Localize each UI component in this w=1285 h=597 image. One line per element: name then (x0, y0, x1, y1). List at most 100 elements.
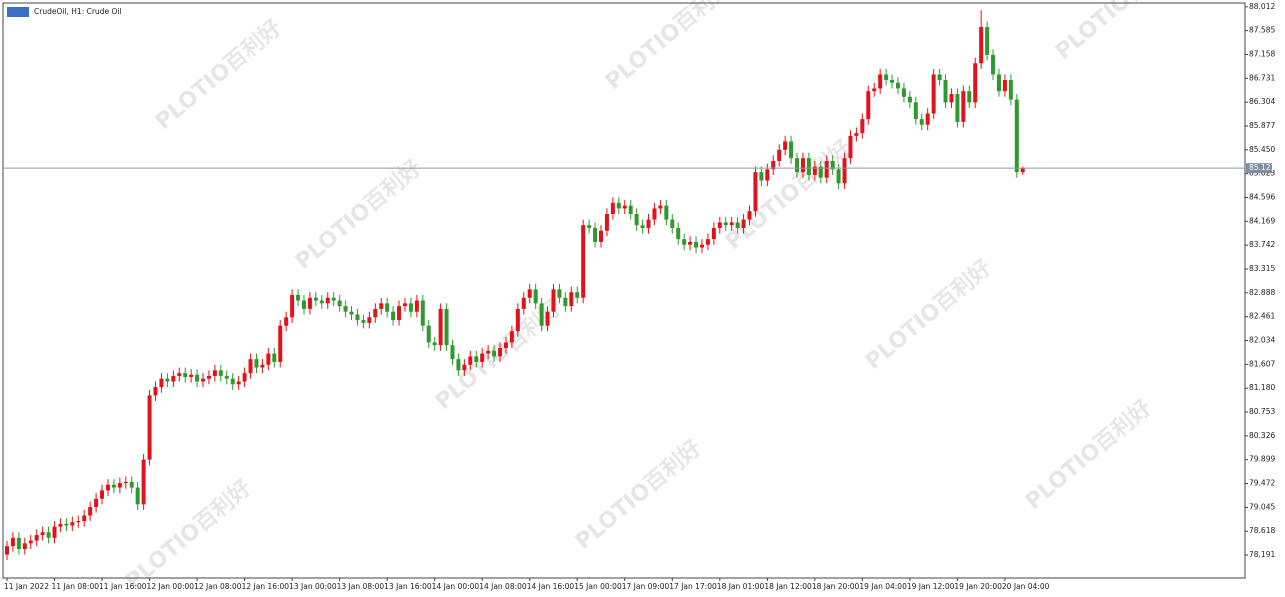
y-tick-label: 80.753 (1249, 407, 1275, 416)
candle-body (206, 375, 211, 379)
candle-body (628, 205, 633, 215)
candle-body (545, 311, 550, 326)
candle-body (884, 74, 889, 81)
candle-body (379, 303, 384, 309)
candle-body (533, 289, 538, 304)
candle-body (111, 484, 116, 488)
candle-body (189, 374, 194, 378)
candle-body (153, 387, 158, 396)
candle-body (46, 532, 51, 538)
x-tick-label: 12 Jan 16:00 (242, 582, 290, 591)
candle-body (973, 63, 978, 103)
candle-body (468, 356, 473, 365)
candle-body (509, 331, 514, 343)
candle-body (587, 225, 592, 228)
candle-body (866, 91, 871, 120)
y-tick-label: 82.461 (1249, 312, 1275, 321)
candle-body (373, 308, 378, 318)
candle-body (319, 300, 324, 304)
y-tick-label: 86.731 (1249, 73, 1275, 82)
candle-body (195, 374, 200, 382)
candle-body (646, 219, 651, 228)
y-tick-label: 79.045 (1249, 502, 1275, 511)
candle-body (444, 308, 449, 346)
y-tick-label: 86.304 (1249, 97, 1275, 106)
candle-body (70, 522, 75, 526)
candle-body (753, 172, 758, 212)
candle-body (58, 523, 63, 527)
candle-body (302, 300, 306, 309)
candle-body (676, 227, 681, 240)
candle-body (177, 373, 182, 376)
candle-body (705, 239, 710, 245)
y-tick-label: 88.012 (1249, 2, 1275, 11)
candle-body (836, 169, 841, 184)
y-tick-label: 85.877 (1249, 121, 1275, 130)
candle-body (28, 540, 33, 544)
candle-body (670, 219, 675, 228)
candle-body (503, 342, 508, 348)
candle-body (759, 172, 764, 181)
candle-body (22, 543, 27, 549)
candle-body (201, 378, 206, 382)
candle-body (307, 297, 312, 309)
candle-body (699, 244, 704, 248)
candle-body (688, 241, 693, 245)
candle-body (616, 202, 621, 209)
y-tick-label: 85.450 (1249, 145, 1275, 154)
candle-body (557, 289, 562, 298)
candle-body (800, 158, 805, 173)
candle-body (224, 375, 229, 379)
x-tick-label: 17 Jan 17:00 (669, 582, 717, 591)
candle-body (254, 359, 259, 368)
candle-body (842, 158, 847, 184)
candle-body (438, 308, 443, 346)
candle-body (795, 158, 800, 173)
candle-body (5, 546, 9, 555)
candle-body (931, 74, 936, 114)
x-tick-label: 20 Jan 04:00 (1002, 582, 1050, 591)
candle-body (818, 166, 823, 178)
x-tick-label: 14 Jan 00:00 (432, 582, 480, 591)
candle-body (474, 356, 479, 362)
candle-body (76, 521, 81, 523)
candle-body (135, 487, 140, 505)
y-tick-label: 83.315 (1249, 264, 1275, 273)
candle-body (551, 289, 556, 312)
candle-body (765, 169, 770, 181)
candle-body (123, 481, 128, 484)
candle-body (622, 205, 627, 209)
x-tick-label: 19 Jan 12:00 (907, 582, 955, 591)
candle-body (527, 289, 532, 298)
candle-body (860, 119, 865, 134)
candle-body (640, 225, 645, 228)
chart-icon (7, 7, 29, 17)
candle-body (432, 342, 437, 346)
y-tick-label: 84.596 (1249, 192, 1275, 201)
candle-body (890, 80, 895, 83)
candle-body (414, 300, 419, 312)
x-tick-label: 12 Jan 00:00 (147, 582, 195, 591)
candle-body (610, 202, 615, 215)
candle-body (569, 292, 574, 307)
y-tick-label: 82.034 (1249, 336, 1275, 345)
candle-body (230, 378, 235, 385)
x-tick-label: 14 Jan 16:00 (527, 582, 575, 591)
y-tick-label: 79.899 (1249, 455, 1275, 464)
candle-body (325, 297, 330, 304)
candle-body (996, 74, 1001, 92)
candle-body (664, 205, 669, 220)
candle-body (218, 370, 223, 376)
candle-body (729, 222, 734, 226)
candle-body (896, 82, 900, 89)
candle-body (420, 300, 425, 326)
x-tick-label: 13 Jan 16:00 (384, 582, 432, 591)
candle-body (82, 515, 87, 522)
candle-body (278, 325, 283, 362)
y-tick-label: 82.888 (1249, 288, 1275, 297)
candle-body (717, 222, 722, 228)
y-tick-label: 87.585 (1249, 26, 1275, 35)
candle-body (652, 208, 657, 220)
chart-title: CrudeOil, H1: Crude Oil (34, 7, 122, 16)
candle-body (777, 149, 782, 161)
